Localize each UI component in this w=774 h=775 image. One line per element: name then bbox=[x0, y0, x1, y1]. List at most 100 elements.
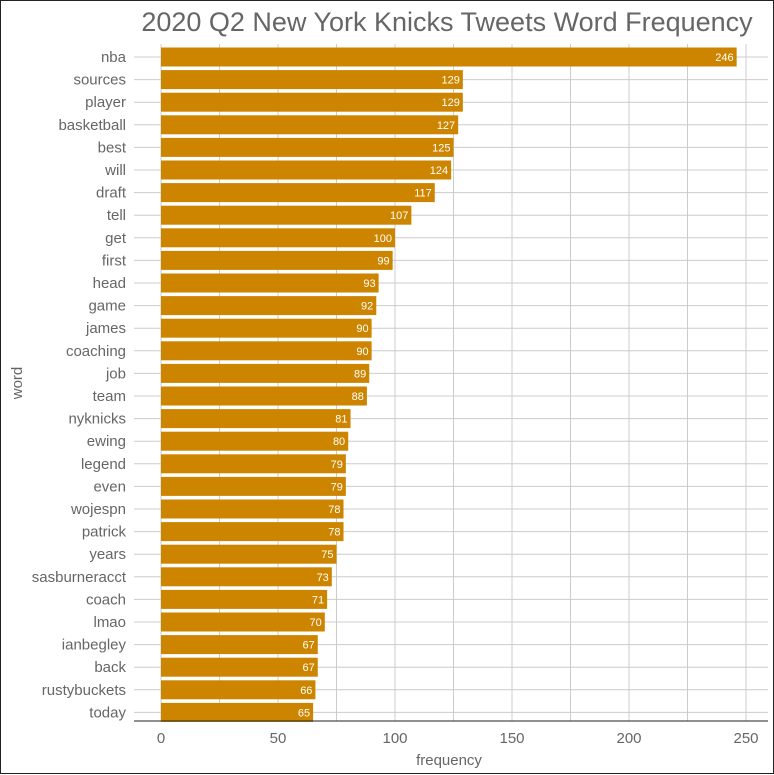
bar-value-label: 90 bbox=[356, 323, 368, 335]
bar-value-label: 75 bbox=[321, 549, 333, 561]
y-tick-label: wojespn bbox=[70, 501, 126, 518]
bar-value-label: 129 bbox=[442, 75, 460, 87]
bar-sources bbox=[161, 70, 463, 90]
y-tick-label: will bbox=[104, 162, 126, 179]
bar-coaching bbox=[161, 341, 372, 361]
bar-nba bbox=[161, 47, 737, 67]
y-tick-label: tell bbox=[107, 207, 126, 224]
x-tick-label: 150 bbox=[499, 730, 524, 747]
bar-wojespn bbox=[161, 499, 344, 519]
bar-value-label: 107 bbox=[390, 210, 408, 222]
bar-value-label: 78 bbox=[328, 504, 340, 516]
y-tick-label: ianbegley bbox=[62, 637, 127, 654]
x-tick-label: 200 bbox=[616, 730, 641, 747]
bar-player bbox=[161, 92, 463, 112]
bar-value-label: 70 bbox=[310, 617, 322, 629]
y-tick-label: ewing bbox=[87, 433, 126, 450]
bars bbox=[161, 47, 737, 722]
y-tick-label: today bbox=[89, 704, 126, 721]
bar-value-label: 127 bbox=[437, 120, 455, 132]
bar-nyknicks bbox=[161, 409, 351, 429]
bar-value-label: 73 bbox=[317, 572, 329, 584]
y-tick-label: get bbox=[105, 230, 127, 247]
x-tick-label: 100 bbox=[382, 730, 407, 747]
y-tick-label: first bbox=[102, 252, 127, 269]
bar-years bbox=[161, 544, 337, 564]
y-tick-label: sources bbox=[73, 72, 126, 89]
bar-value-label: 80 bbox=[333, 436, 345, 448]
bar-value-label: 93 bbox=[363, 278, 375, 290]
y-tick-labels: nba sources player basketball best will draft t… bbox=[32, 49, 127, 721]
bar-value-label: 79 bbox=[331, 481, 343, 493]
y-tick-label: patrick bbox=[82, 524, 127, 541]
bar-patrick bbox=[161, 522, 344, 542]
y-tick-label: best bbox=[98, 139, 127, 156]
y-tick-label: game bbox=[88, 298, 126, 315]
bar-legend bbox=[161, 454, 346, 474]
x-tick-label: 0 bbox=[157, 730, 165, 747]
x-axis-title: frequency bbox=[416, 752, 482, 769]
y-tick-label: head bbox=[93, 275, 126, 292]
y-tick-label: rustybuckets bbox=[42, 682, 126, 699]
y-tick-label: legend bbox=[81, 456, 126, 473]
y-tick-label: even bbox=[93, 478, 126, 495]
bar-today bbox=[161, 702, 314, 722]
bar-ewing bbox=[161, 431, 349, 451]
bar-james bbox=[161, 318, 372, 338]
bar-value-label: 92 bbox=[361, 301, 373, 313]
bar-basketball bbox=[161, 115, 459, 135]
bar-value-label: 65 bbox=[298, 707, 310, 719]
y-tick-label: player bbox=[85, 94, 126, 111]
y-tick-label: sasburneracct bbox=[32, 569, 127, 586]
x-tick-label: 50 bbox=[270, 730, 287, 747]
y-tick-label: basketball bbox=[58, 117, 126, 134]
y-tick-label: james bbox=[85, 320, 126, 337]
y-tick-label: nyknicks bbox=[68, 411, 126, 428]
bar-value-label: 67 bbox=[303, 662, 315, 674]
y-tick-label: nba bbox=[101, 49, 127, 66]
bar-value-label: 79 bbox=[331, 459, 343, 471]
chart-title: 2020 Q2 New York Knicks Tweets Word Freq… bbox=[141, 7, 753, 37]
bar-ianbegley bbox=[161, 635, 318, 655]
bar-back bbox=[161, 657, 318, 677]
y-tick-label: job bbox=[105, 365, 126, 382]
y-axis-title: word bbox=[9, 367, 26, 401]
bar-sasburneracct bbox=[161, 567, 332, 587]
y-tick-label: coaching bbox=[66, 343, 126, 360]
bar-value-label: 246 bbox=[715, 52, 733, 64]
bar-value-label: 66 bbox=[300, 685, 312, 697]
bar-coach bbox=[161, 589, 328, 609]
bar-team bbox=[161, 386, 367, 406]
y-tick-label: coach bbox=[86, 591, 126, 608]
x-tick-label: 250 bbox=[733, 730, 758, 747]
bar-value-label: 90 bbox=[356, 346, 368, 358]
bar-draft bbox=[161, 183, 435, 203]
bar-will bbox=[161, 160, 452, 180]
bar-even bbox=[161, 476, 346, 496]
bar-value-label: 129 bbox=[442, 97, 460, 109]
y-tick-label: years bbox=[89, 546, 126, 563]
bar-job bbox=[161, 363, 370, 383]
y-tick-label: back bbox=[94, 659, 126, 676]
bar-value-label: 81 bbox=[335, 414, 347, 426]
y-tick-label: lmao bbox=[93, 614, 126, 631]
bar-value-label: 117 bbox=[414, 188, 432, 200]
bar-tell bbox=[161, 205, 412, 225]
bar-value-label: 78 bbox=[328, 527, 340, 539]
bar-value-label: 89 bbox=[354, 368, 366, 380]
bar-best bbox=[161, 137, 454, 157]
bar-value-label: 67 bbox=[303, 640, 315, 652]
bar-first bbox=[161, 250, 393, 270]
x-tick-labels: 0 50 100 150 200 250 bbox=[157, 730, 759, 747]
bar-value-label: 125 bbox=[432, 142, 450, 154]
bar-value-label: 99 bbox=[377, 255, 389, 267]
bar-value-label: 100 bbox=[374, 233, 392, 245]
bar-head bbox=[161, 273, 379, 293]
bar-lmao bbox=[161, 612, 325, 632]
y-tick-label: team bbox=[93, 388, 126, 405]
bar-game bbox=[161, 296, 377, 316]
y-tick-label: draft bbox=[96, 185, 127, 202]
bar-get bbox=[161, 228, 395, 248]
